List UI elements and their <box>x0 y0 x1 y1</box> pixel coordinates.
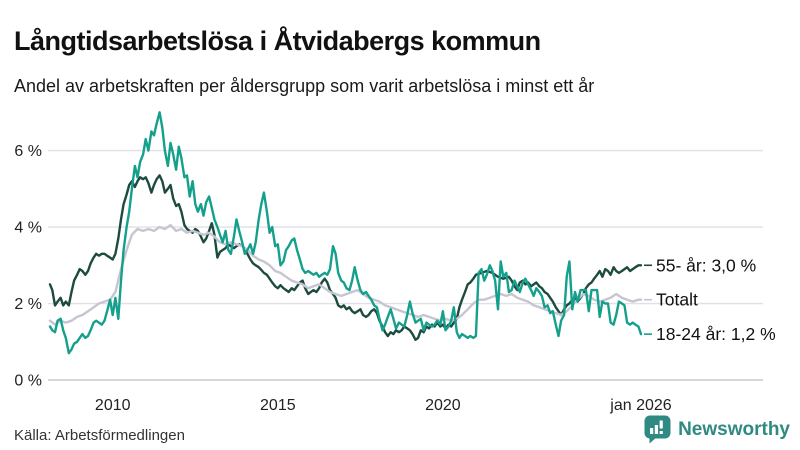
chart-subtitle: Andel av arbetskraften per åldersgrupp s… <box>14 76 595 96</box>
chart-title: Långtidsarbetslösa i Åtvidabergs kommun <box>14 26 541 57</box>
y-axis-tick-label: 6 % <box>14 143 42 160</box>
series-end-label: 55- år: 3,0 % <box>656 255 756 275</box>
y-axis-tick-label: 2 % <box>14 296 42 313</box>
series-line-18-24-r <box>48 111 643 355</box>
series-line-totalt <box>48 223 643 326</box>
x-axis-tick-label: jan 2026 <box>609 397 671 414</box>
bar-chart-speech-bubble-icon <box>644 415 671 444</box>
y-axis-tick-label: 4 % <box>14 220 42 237</box>
series-end-label: 18-24 år: 1,2 % <box>656 324 776 344</box>
brand-name: Newsworthy <box>678 418 790 440</box>
newsworthy-logo: Newsworthy <box>644 415 790 444</box>
series-end-label: Totalt <box>656 290 698 310</box>
series-line-55-r <box>48 174 643 341</box>
x-axis-tick-label: 2015 <box>260 397 296 414</box>
y-axis-tick-label: 0 % <box>14 373 42 390</box>
x-axis-tick-label: 2020 <box>425 397 461 414</box>
x-axis-tick-label: 2010 <box>95 397 131 414</box>
source-credit: Källa: Arbetsförmedlingen <box>14 427 185 444</box>
